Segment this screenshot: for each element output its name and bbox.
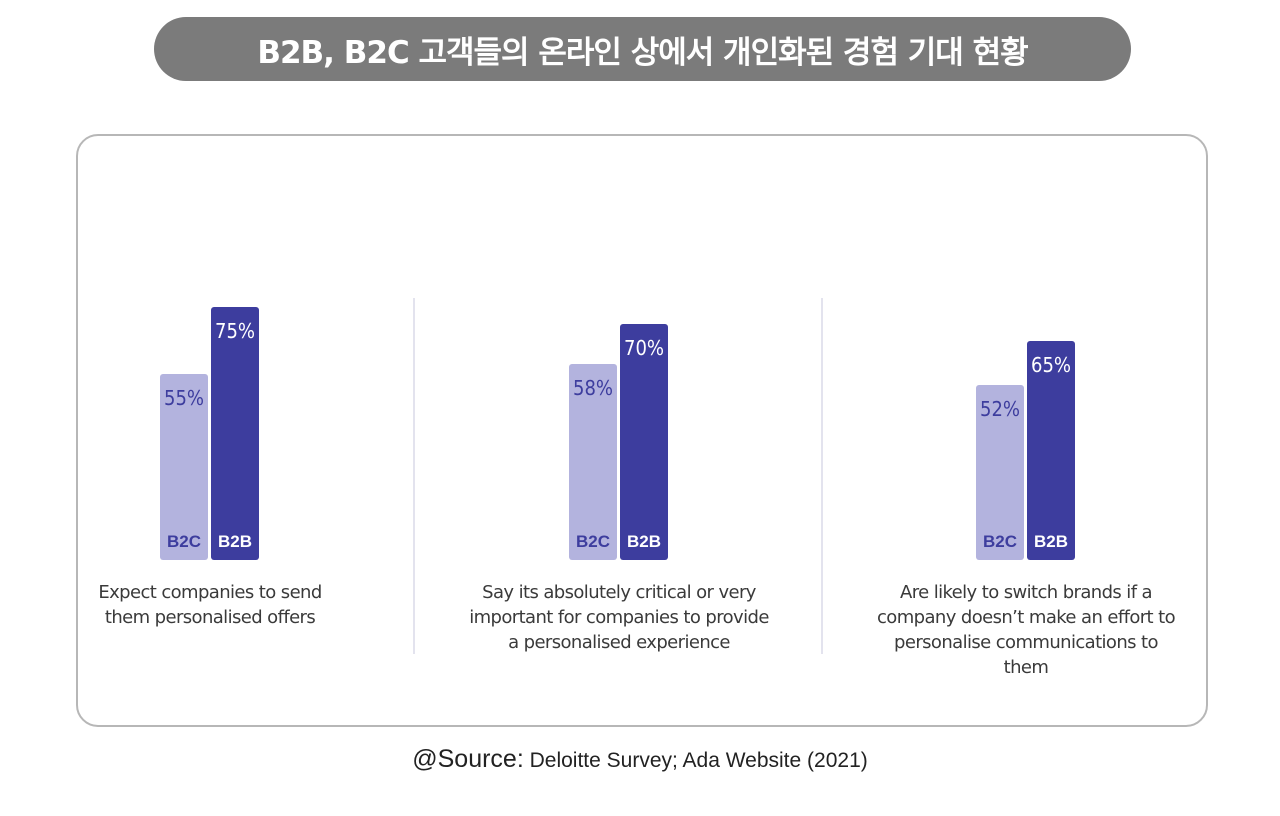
b2c-bar: 52% B2C — [976, 385, 1024, 560]
caption-line: personalise communications to them — [894, 632, 1158, 678]
bar-category-label: B2B — [217, 532, 252, 551]
bar-value-label: 70% — [624, 336, 664, 360]
bar-category-label: B2C — [166, 532, 201, 551]
bar-value-label: 52% — [980, 397, 1020, 421]
chart-group-offers: 55% B2C 75% B2B — [60, 290, 360, 560]
caption-line: them personalised offers — [104, 607, 316, 628]
caption-line: a personalised experience — [508, 632, 730, 653]
bar-value-label: 65% — [1031, 353, 1071, 377]
group-divider — [821, 298, 823, 654]
group-divider — [413, 298, 415, 654]
bar-category-label: B2B — [626, 532, 661, 551]
b2c-bar: 55% B2C — [160, 374, 208, 560]
bar-value-label: 55% — [164, 386, 204, 410]
source-text: Deloitte Survey; Ada Website (2021) — [523, 749, 868, 772]
caption-line: Say its absolutely critical or very — [482, 582, 756, 603]
bar-category-label: B2C — [982, 532, 1017, 551]
caption-line: company doesn’t make an effort to — [877, 607, 1176, 628]
caption-switch-brands: Are likely to switch brands if a company… — [876, 580, 1176, 680]
b2b-bar: 75% B2B — [211, 307, 259, 560]
caption-line: Expect companies to send — [98, 582, 322, 603]
b2b-bar: 65% B2B — [1027, 341, 1075, 560]
bar-value-label: 58% — [573, 376, 613, 400]
chart-group-switch-brands: 52% B2C 65% B2B — [876, 290, 1176, 560]
chart-group-critical: 58% B2C 70% B2B — [469, 290, 769, 560]
chart-title: B2B, B2C 고객들의 온라인 상에서 개인화된 경험 기대 현황 — [257, 34, 1028, 71]
bar-value-label: 75% — [215, 319, 255, 343]
title-banner: B2B, B2C 고객들의 온라인 상에서 개인화된 경험 기대 현황 — [154, 17, 1131, 81]
b2b-bar: 70% B2B — [620, 324, 668, 560]
bar-category-label: B2C — [575, 532, 610, 551]
source-prefix: @Source: — [412, 745, 524, 773]
caption-line: Are likely to switch brands if a — [899, 582, 1153, 603]
b2c-bar: 58% B2C — [569, 364, 617, 560]
bar-category-label: B2B — [1033, 532, 1068, 551]
caption-line: important for companies to provide — [469, 607, 769, 628]
source-note: @Source: Deloitte Survey; Ada Website (2… — [0, 745, 1280, 774]
caption-offers: Expect companies to send them personalis… — [60, 580, 360, 630]
caption-critical: Say its absolutely critical or very impo… — [469, 580, 769, 655]
